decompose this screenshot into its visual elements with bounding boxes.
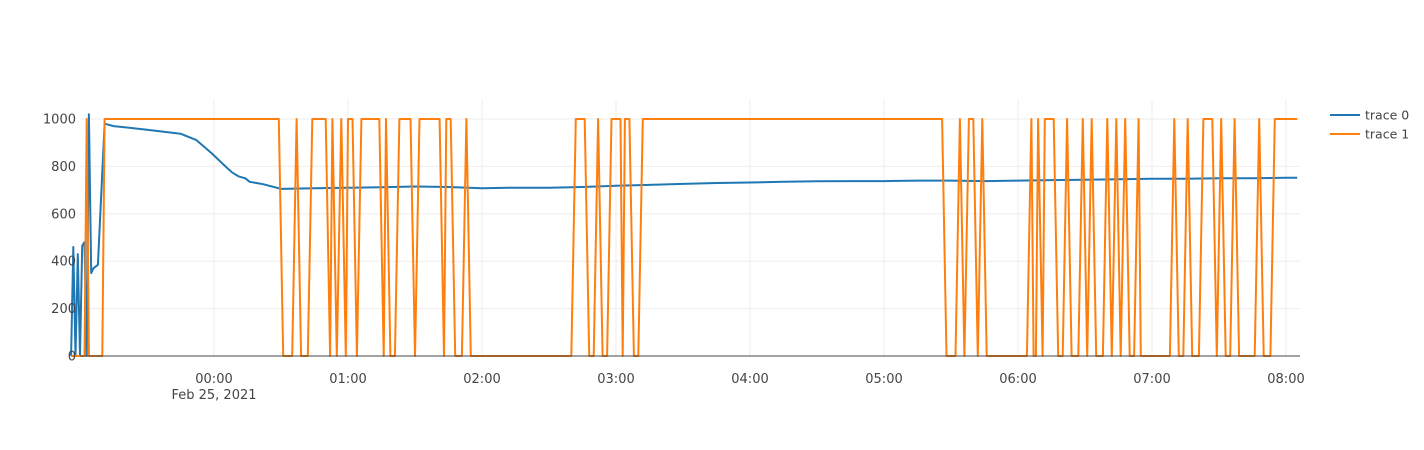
y-tick-label: 800 xyxy=(51,160,76,175)
legend-item[interactable]: trace 1 xyxy=(1330,127,1409,142)
x-tick-label: 03:00 xyxy=(597,372,634,387)
y-tick-label: 0 xyxy=(68,350,76,365)
axes: 0 200 400 600 800 1000 00:00 01:00 02:00 03:00 04:… xyxy=(43,113,1305,404)
x-tick-label: 07:00 xyxy=(1133,372,1170,387)
legend-label: trace 0 xyxy=(1365,108,1409,123)
x-tick-label: 05:00 xyxy=(865,372,902,387)
x-tick-label: 08:00 xyxy=(1267,372,1304,387)
x-tick-label: 02:00 xyxy=(463,372,500,387)
y-tick-label: 400 xyxy=(51,255,76,270)
legend-label: trace 1 xyxy=(1365,127,1409,142)
x-tick-label: 00:00 xyxy=(195,372,232,387)
series-line-trace-1[interactable] xyxy=(71,118,1298,357)
y-tick-label: 200 xyxy=(51,302,76,317)
legend[interactable]: trace 0 trace 1 xyxy=(1330,108,1409,142)
y-tick-label: 600 xyxy=(51,207,76,222)
x-tick-label: 01:00 xyxy=(329,372,366,387)
x-tick-label: 04:00 xyxy=(731,372,768,387)
y-tick-label: 1000 xyxy=(43,113,76,128)
legend-item[interactable]: trace 0 xyxy=(1330,108,1409,123)
x-date-label: Feb 25, 2021 xyxy=(171,388,256,403)
x-tick-label: 06:00 xyxy=(999,372,1036,387)
series-layer xyxy=(70,113,1298,357)
